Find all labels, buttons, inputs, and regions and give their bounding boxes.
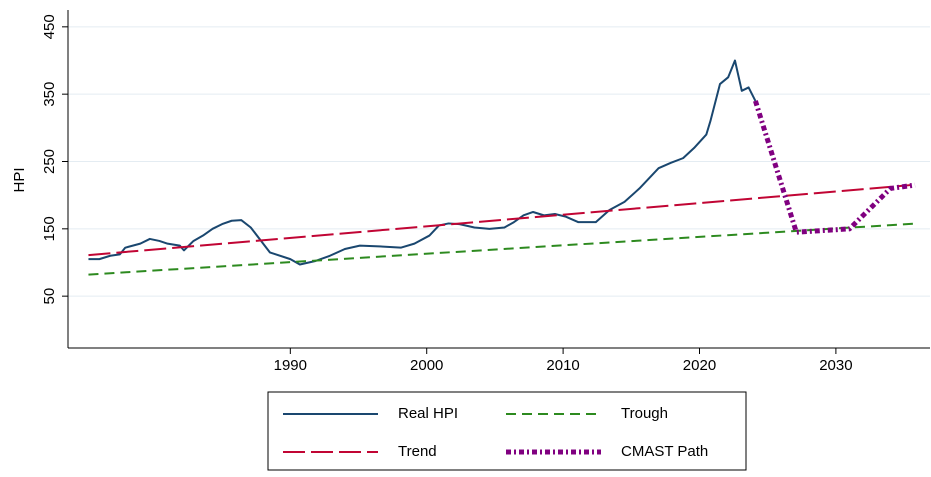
y-tick-label: 350 xyxy=(41,82,58,107)
y-axis-label: HPI xyxy=(11,167,28,192)
y-tick-label: 250 xyxy=(41,149,58,174)
x-tick-label: 2000 xyxy=(410,357,443,374)
legend-label: Trough xyxy=(621,405,668,422)
series-line xyxy=(88,59,757,266)
legend-label: CMAST Path xyxy=(621,443,708,460)
x-tick-label: 2020 xyxy=(683,357,716,374)
y-tick-label: 150 xyxy=(41,216,58,241)
series-line xyxy=(88,222,918,276)
x-tick-label: 2010 xyxy=(546,357,579,374)
y-tick-label: 50 xyxy=(41,288,58,305)
legend-box xyxy=(267,391,747,471)
series-line xyxy=(753,100,916,235)
legend-label: Real HPI xyxy=(398,405,458,422)
x-tick-label: 2030 xyxy=(819,357,852,374)
legend-label: Trend xyxy=(398,443,437,460)
x-tick-label: 1990 xyxy=(274,357,307,374)
series-line xyxy=(88,184,911,257)
y-tick-label: 450 xyxy=(41,14,58,39)
